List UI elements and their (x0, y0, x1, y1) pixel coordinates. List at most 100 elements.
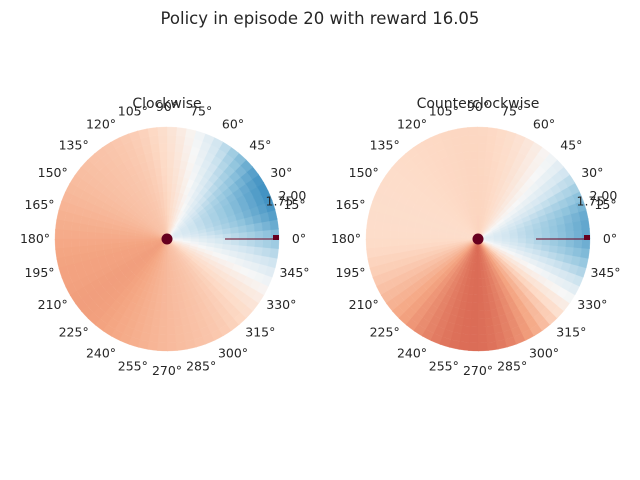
heatmap-cell (471, 302, 479, 312)
angle-tick-label: 195° (24, 265, 54, 280)
heatmap-cell (163, 270, 168, 280)
angle-tick-label: 300° (218, 345, 248, 360)
angle-tick-label: 45° (249, 138, 271, 153)
heatmap-cell (405, 232, 415, 240)
heatmap-cell (161, 294, 168, 304)
angle-tick-label: 240° (86, 345, 116, 360)
heatmap-cell (509, 238, 519, 243)
heatmap-cell (158, 326, 169, 336)
pendulum-tip-marker (273, 235, 279, 240)
heatmap-cell (389, 231, 399, 241)
heatmap-cell (476, 142, 487, 152)
angle-tick-label: 330° (266, 297, 296, 312)
heatmap-cell (166, 198, 171, 208)
angle-tick-label: 180° (20, 231, 50, 246)
heatmap-cell (165, 150, 175, 160)
angle-tick-label: 105° (429, 103, 459, 118)
heatmap-cell (525, 238, 535, 245)
angle-tick-label: 120° (397, 117, 427, 132)
heatmap-cell (477, 166, 485, 176)
heatmap-cell (470, 318, 480, 328)
angle-tick-label: 165° (24, 197, 54, 212)
heatmap-cell (476, 150, 486, 160)
radial-tick-label: 1.75 (266, 193, 294, 208)
angle-tick-label: 255° (429, 359, 459, 374)
angle-tick-label: 0° (603, 231, 617, 246)
angle-tick-label: 90° (156, 99, 178, 114)
heatmap-cell (126, 235, 136, 240)
heatmap-cell (165, 126, 177, 136)
heatmap-cells (54, 126, 280, 352)
angle-tick-label: 60° (533, 117, 555, 132)
heatmap-cell (166, 182, 173, 192)
angle-tick-label: 225° (59, 324, 89, 339)
heatmap-cell (474, 270, 479, 280)
angle-tick-label: 60° (222, 117, 244, 132)
heatmap-cell (472, 286, 479, 296)
heatmap-cell (54, 229, 64, 241)
heatmap-cell (476, 134, 488, 144)
heatmap-cell (198, 238, 208, 243)
angle-tick-label: 75° (190, 103, 212, 118)
heatmap-cell (477, 190, 483, 200)
heatmap-cell (214, 238, 224, 245)
heatmap-cell (470, 310, 479, 320)
center-hub-marker (161, 233, 173, 245)
heatmap-cell (157, 334, 169, 344)
angle-tick-label: 330° (577, 297, 607, 312)
heatmap-cell (161, 286, 168, 296)
polar-panel-counterclockwise: Counterclockwise 0° 15° 30° 45° 60° 75° 90° 105°… (331, 96, 621, 378)
heatmap-cell (473, 278, 479, 288)
heatmap-cell (477, 182, 484, 192)
angle-tick-label: 345° (590, 265, 620, 280)
heatmap-cell (166, 174, 173, 184)
heatmap-cell (157, 342, 169, 352)
angle-tick-label: 300° (529, 345, 559, 360)
heatmap-cell (468, 342, 480, 352)
angle-tick-label: 255° (118, 359, 148, 374)
angle-tick-label: 75° (501, 103, 523, 118)
heatmap-cell (159, 310, 168, 320)
heatmap-cell (421, 233, 431, 240)
angle-tick-label: 240° (397, 345, 427, 360)
heatmap-cell (94, 232, 104, 240)
heatmap-cell (381, 230, 391, 241)
heatmap-cell (501, 238, 511, 242)
polar-panel-clockwise: Clockwise 0° 15° 30° 45° 60° 75° 90° 105°120° 135… (20, 96, 310, 378)
angle-tick-label: 345° (279, 265, 309, 280)
angle-tick-label: 120° (86, 117, 116, 132)
angle-tick-label: 270° (152, 363, 182, 378)
heatmap-cell (102, 233, 112, 240)
heatmap-cell (413, 233, 423, 240)
angle-tick-label: 165° (335, 197, 365, 212)
heatmap-cell (472, 294, 479, 304)
heatmap-cell (110, 233, 120, 240)
heatmap-cells (365, 126, 591, 352)
angle-tick-label: 270° (463, 363, 493, 378)
heatmap-cell (86, 231, 96, 240)
angle-tick-label: 210° (38, 297, 68, 312)
angle-tick-label: 210° (349, 297, 379, 312)
heatmap-cell (469, 326, 480, 336)
panel-title: Counterclockwise (417, 96, 540, 112)
angle-tick-label: 285° (497, 359, 527, 374)
heatmap-cell (159, 318, 169, 328)
heatmap-cell (62, 229, 72, 241)
heatmap-cell (190, 238, 200, 242)
heatmap-cell (476, 126, 488, 136)
heatmap-cell (165, 134, 177, 144)
angle-tick-label: 285° (186, 359, 216, 374)
angle-tick-label: 15° (594, 197, 616, 212)
angle-tick-label: 315° (245, 324, 275, 339)
heatmap-cell (477, 158, 486, 168)
heatmap-cell (166, 158, 175, 168)
heatmap-cell (166, 190, 172, 200)
heatmap-cell (160, 302, 168, 312)
figure-title: Policy in episode 20 with reward 16.05 (161, 9, 480, 28)
angle-tick-label: 135° (370, 138, 400, 153)
heatmap-cell (162, 278, 168, 288)
heatmap-cell (468, 334, 480, 344)
angle-tick-label: 180° (331, 231, 361, 246)
angle-tick-label: 150° (38, 165, 68, 180)
